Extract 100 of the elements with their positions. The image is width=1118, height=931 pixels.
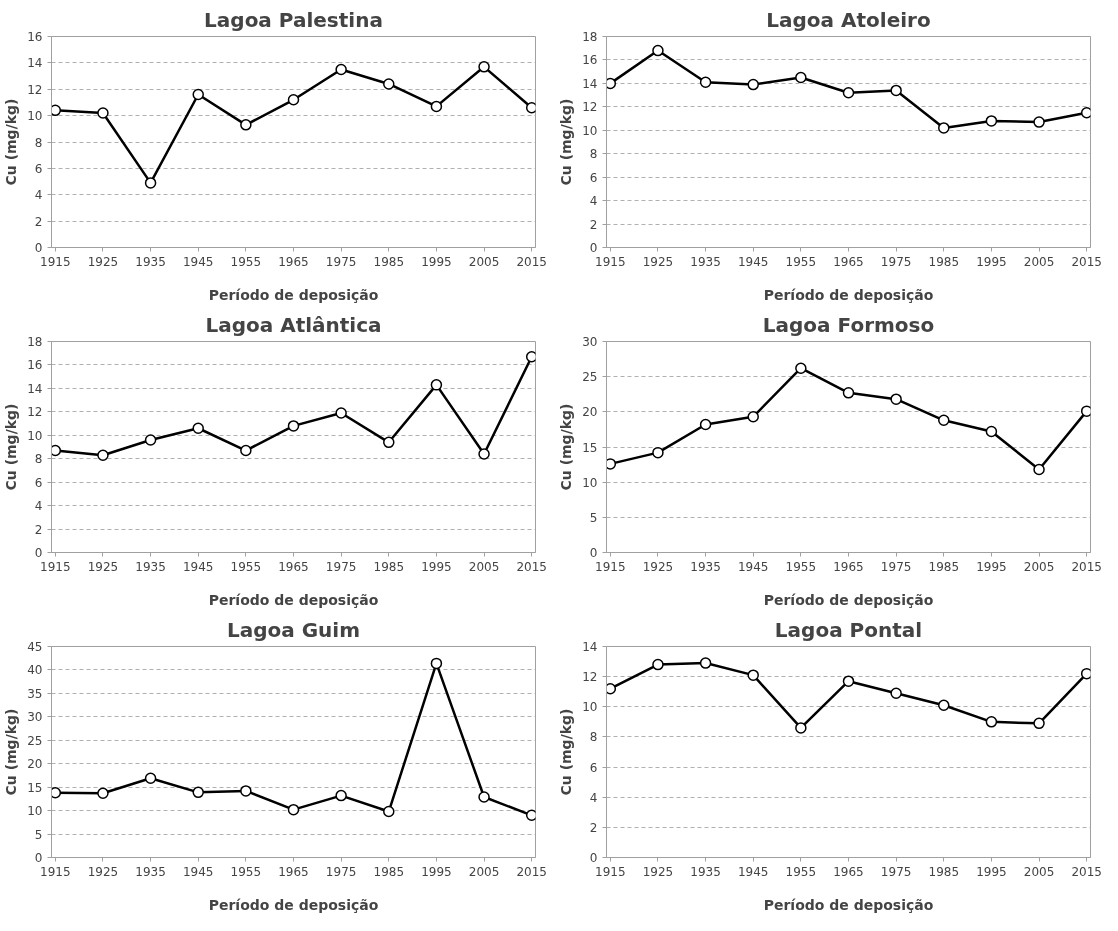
x-tick-label: 1975 [880, 864, 912, 879]
y-tick-label: 14 [582, 640, 598, 654]
y-tick-label: 10 [27, 109, 43, 124]
y-tick-label: 16 [582, 53, 598, 68]
y-tick-label: 4 [589, 194, 598, 209]
y-tick-label: 12 [582, 100, 598, 115]
x-tick-label: 1965 [833, 864, 864, 879]
x-tick-label: 1965 [833, 559, 864, 574]
x-tick-label: 2005 [468, 254, 500, 269]
x-tick-label: 1965 [278, 559, 309, 574]
x-tick-label: 2015 [516, 559, 547, 574]
x-tick-label: 2005 [1023, 254, 1055, 269]
y-tick-label: 2 [589, 820, 598, 835]
x-tick-label: 2015 [1071, 864, 1102, 879]
x-tick-label: 1985 [373, 864, 405, 879]
x-tick-label: 1965 [833, 254, 864, 269]
x-tick-label: 1995 [421, 559, 452, 574]
x-tick-label: 1945 [737, 864, 769, 879]
y-tick-label: 35 [27, 686, 43, 701]
x-tick-label: 1995 [421, 864, 452, 879]
x-axis-title: Período de deposição [208, 591, 379, 608]
x-tick-label: 1975 [325, 864, 357, 879]
x-tick-label: 1945 [737, 559, 769, 574]
chart-title: Lagoa Pontal [774, 617, 923, 642]
x-tick-label: 1995 [976, 254, 1007, 269]
x-tick-label: 2015 [1071, 254, 1102, 269]
y-tick-label: 10 [582, 700, 598, 715]
y-tick-label: 15 [582, 440, 598, 455]
x-tick-label: 1935 [690, 254, 721, 269]
y-tick-label: 12 [582, 670, 598, 685]
x-tick-label: 1925 [87, 254, 119, 269]
y-tick-label: 10 [27, 804, 43, 819]
x-tick-label: 1935 [135, 254, 166, 269]
y-tick-label: 6 [589, 170, 598, 185]
y-tick-label: 8 [34, 135, 43, 150]
x-tick-label: 1925 [87, 559, 119, 574]
y-tick-label: 10 [582, 475, 598, 490]
x-tick-label: 1965 [278, 254, 309, 269]
y-tick-label: 10 [582, 123, 598, 138]
x-tick-label: 1915 [40, 864, 71, 879]
x-tick-label: 1945 [182, 559, 214, 574]
y-tick-label: 8 [589, 730, 598, 745]
x-tick-label: 1985 [373, 254, 405, 269]
y-tick-label: 14 [27, 56, 43, 71]
y-axis-title: Cu (mg/kg) [558, 708, 575, 796]
x-tick-label: 1915 [595, 254, 626, 269]
y-tick-label: 6 [34, 475, 43, 490]
x-tick-label: 1915 [40, 559, 71, 574]
y-tick-label: 8 [34, 452, 43, 467]
x-tick-label: 1935 [135, 559, 166, 574]
y-tick-label: 18 [582, 30, 598, 44]
y-tick-label: 30 [582, 335, 598, 349]
x-tick-label: 1935 [135, 864, 166, 879]
chart-title: Lagoa Atlântica [205, 312, 382, 337]
y-axis-title: Cu (mg/kg) [558, 98, 575, 186]
y-tick-label: 18 [27, 335, 43, 349]
y-tick-label: 0 [589, 851, 598, 865]
y-tick-label: 0 [589, 241, 598, 255]
x-tick-label: 1995 [976, 864, 1007, 879]
x-tick-label: 1925 [642, 559, 674, 574]
y-axis-title: Cu (mg/kg) [3, 708, 20, 796]
x-tick-label: 1955 [230, 254, 262, 269]
y-tick-label: 0 [589, 546, 598, 560]
chart-title: Lagoa Guim [226, 617, 361, 642]
y-tick-label: 14 [582, 76, 598, 91]
x-tick-label: 2015 [516, 864, 547, 879]
x-tick-label: 2005 [468, 559, 500, 574]
y-tick-label: 5 [589, 510, 598, 525]
x-tick-label: 1995 [976, 559, 1007, 574]
y-tick-label: 6 [34, 161, 43, 176]
y-axis-title: Cu (mg/kg) [3, 403, 20, 491]
x-tick-label: 1975 [880, 559, 912, 574]
x-axis-title: Período de deposição [208, 896, 379, 913]
x-tick-label: 2005 [1023, 864, 1055, 879]
y-tick-label: 2 [589, 217, 598, 232]
y-tick-label: 14 [27, 381, 43, 396]
chart-title: Lagoa Atoleiro [766, 7, 931, 32]
x-axis-title: Período de deposição [208, 286, 379, 303]
x-tick-label: 2015 [516, 254, 547, 269]
x-tick-label: 1915 [595, 559, 626, 574]
y-tick-label: 0 [34, 546, 43, 560]
x-tick-label: 1935 [690, 559, 721, 574]
y-axis-title: Cu (mg/kg) [3, 98, 20, 186]
y-tick-label: 20 [27, 757, 43, 772]
y-tick-label: 20 [582, 405, 598, 420]
x-tick-label: 1935 [690, 864, 721, 879]
chart-title: Lagoa Formoso [762, 312, 935, 337]
y-tick-label: 0 [34, 851, 43, 865]
x-tick-label: 1985 [928, 559, 960, 574]
x-tick-label: 1955 [785, 254, 817, 269]
y-tick-label: 40 [27, 663, 43, 678]
x-tick-label: 1955 [785, 864, 817, 879]
x-tick-label: 1995 [421, 254, 452, 269]
x-tick-label: 1955 [230, 864, 262, 879]
x-tick-label: 1915 [595, 864, 626, 879]
y-tick-label: 8 [589, 147, 598, 162]
y-tick-label: 10 [27, 428, 43, 443]
y-tick-label: 2 [34, 214, 43, 229]
x-tick-label: 1975 [325, 559, 357, 574]
x-tick-label: 1955 [785, 559, 817, 574]
